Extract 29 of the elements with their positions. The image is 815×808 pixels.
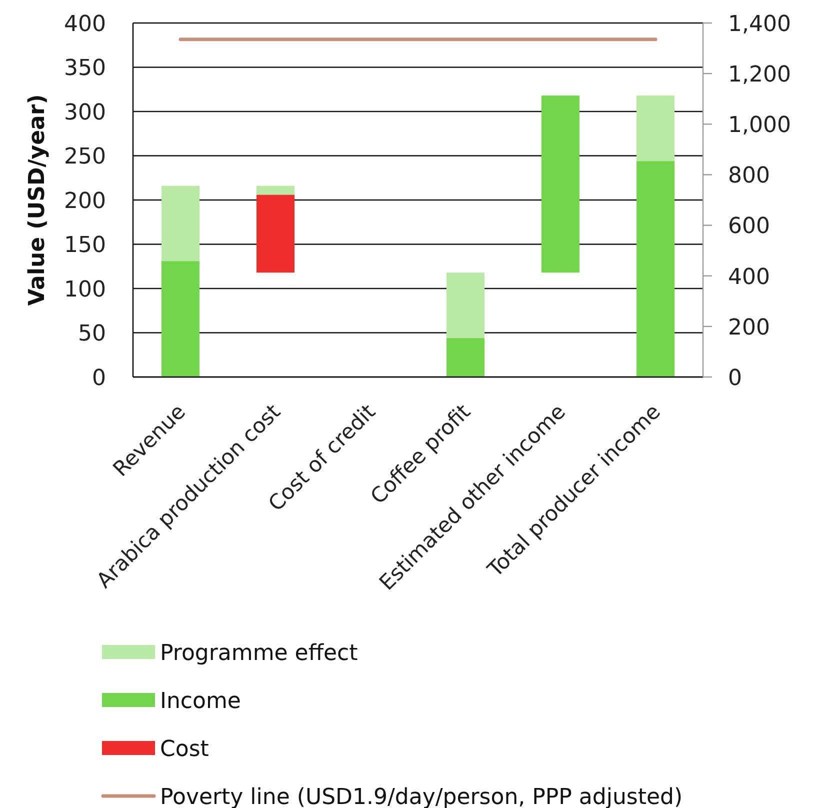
y2-tick-label: 600 xyxy=(728,214,770,240)
y-tick-label: 200 xyxy=(64,188,106,214)
y2-tick-label: 400 xyxy=(728,264,770,290)
bar xyxy=(446,272,484,338)
y-tick-label: 300 xyxy=(64,100,106,126)
legend-label: Programme effect xyxy=(160,640,358,666)
bar xyxy=(636,96,674,162)
y2-tick-label: 800 xyxy=(728,164,770,189)
legend-label: Cost xyxy=(160,736,210,762)
bar xyxy=(162,186,200,262)
y2-tick-label: 0 xyxy=(728,366,742,391)
y-tick-label: 150 xyxy=(64,233,106,258)
y-tick-label: 100 xyxy=(64,277,106,302)
y2-tick-label: 1,000 xyxy=(728,113,791,138)
y-tick-label: 50 xyxy=(78,322,106,347)
y-tick-label: 0 xyxy=(92,366,106,391)
bar xyxy=(636,161,674,377)
y-tick-label: 250 xyxy=(64,144,106,170)
y-tick-label: 350 xyxy=(64,56,106,82)
y2-tick-label: 1,400 xyxy=(728,12,791,37)
y-tick-label: 400 xyxy=(64,12,106,37)
y-axis-title: Value (USD/year) xyxy=(25,94,50,306)
bar xyxy=(542,96,580,273)
y2-tick-label: 200 xyxy=(728,315,770,340)
bar xyxy=(256,194,294,273)
legend-label: Income xyxy=(160,688,241,714)
bar xyxy=(162,261,200,377)
y2-tick-label: 1,200 xyxy=(728,62,791,88)
bar xyxy=(446,338,484,377)
